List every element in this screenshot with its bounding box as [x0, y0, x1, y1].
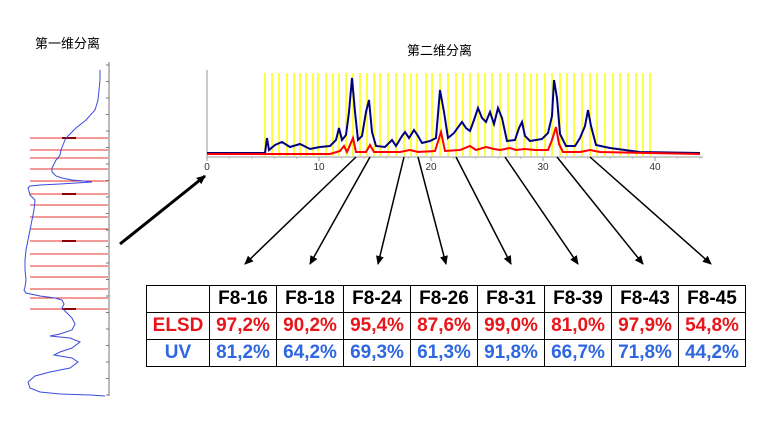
table-cell: 95,4% [343, 312, 411, 340]
column-header: F8-43 [611, 285, 679, 313]
table-row-elsd: ELSD 97,2% 90,2% 95,4% 87,6% 99,0% 81,0%… [146, 312, 746, 340]
x-tick-label: 10 [313, 162, 325, 173]
x-tick-label: 40 [649, 162, 661, 173]
x-tick-label: 20 [425, 162, 437, 173]
elsd-trace [207, 126, 701, 155]
fraction-arrow [556, 156, 644, 265]
fraction-arrow [309, 156, 371, 265]
uv-trace [207, 77, 701, 154]
column-header: F8-45 [678, 285, 746, 313]
first-dimension-ticks [106, 64, 109, 396]
column-header: F8-24 [343, 285, 411, 313]
column-header: F8-18 [276, 285, 344, 313]
table-cell: 87,6% [410, 312, 478, 340]
table-cell: 99,0% [477, 312, 545, 340]
table-cell: 81,0% [544, 312, 612, 340]
table-cell: 81,2% [209, 339, 277, 367]
fraction-markers [264, 73, 651, 156]
table-cell: 64,2% [276, 339, 344, 367]
second-dimension-label: 第二维分离 [407, 44, 473, 59]
table-cell: 44,2% [678, 339, 746, 367]
table-cell: 91,8% [477, 339, 545, 367]
column-header: F8-31 [477, 285, 545, 313]
fraction-arrow [589, 156, 712, 265]
table-cell: 71,8% [611, 339, 679, 367]
table-cell: 66,7% [544, 339, 612, 367]
x-axis-ticks: 0 10 20 30 40 [204, 157, 701, 173]
x-tick-label: 30 [537, 162, 549, 173]
second-dimension-chromatogram: 0 10 20 30 40 [204, 70, 703, 173]
row-label-uv: UV [146, 339, 210, 367]
fraction-arrow [376, 156, 405, 265]
fraction-arrow [244, 156, 357, 265]
table-cell: 90,2% [276, 312, 344, 340]
first-dimension-chromatogram [23, 62, 110, 397]
row-label-elsd: ELSD [146, 312, 210, 340]
x-tick-label: 0 [204, 162, 210, 173]
table-cell: 69,3% [343, 339, 411, 367]
first-dimension-label: 第一维分离 [35, 37, 101, 52]
fraction-arrow [455, 156, 512, 265]
fraction-arrow [504, 156, 579, 265]
table-header-row: F8-16 F8-18 F8-24 F8-26 F8-31 F8-39 F8-4… [146, 285, 746, 313]
fraction-lines [30, 137, 108, 310]
column-header: F8-39 [544, 285, 612, 313]
column-header: F8-16 [209, 285, 277, 313]
table-cell: 97,2% [209, 312, 277, 340]
purity-table: F8-16 F8-18 F8-24 F8-26 F8-31 F8-39 F8-4… [146, 285, 746, 367]
table-cell: 61,3% [410, 339, 478, 367]
first-dimension-trace [23, 70, 106, 397]
dimension-transfer-arrow [119, 174, 206, 246]
fraction-arrows [244, 156, 712, 265]
table-cell: 54,8% [678, 312, 746, 340]
table-cell: 97,9% [611, 312, 679, 340]
table-corner-cell [146, 285, 210, 313]
table-row-uv: UV 81,2% 64,2% 69,3% 61,3% 91,8% 66,7% 7… [146, 339, 746, 367]
fraction-arrow [417, 156, 448, 265]
column-header: F8-26 [410, 285, 478, 313]
